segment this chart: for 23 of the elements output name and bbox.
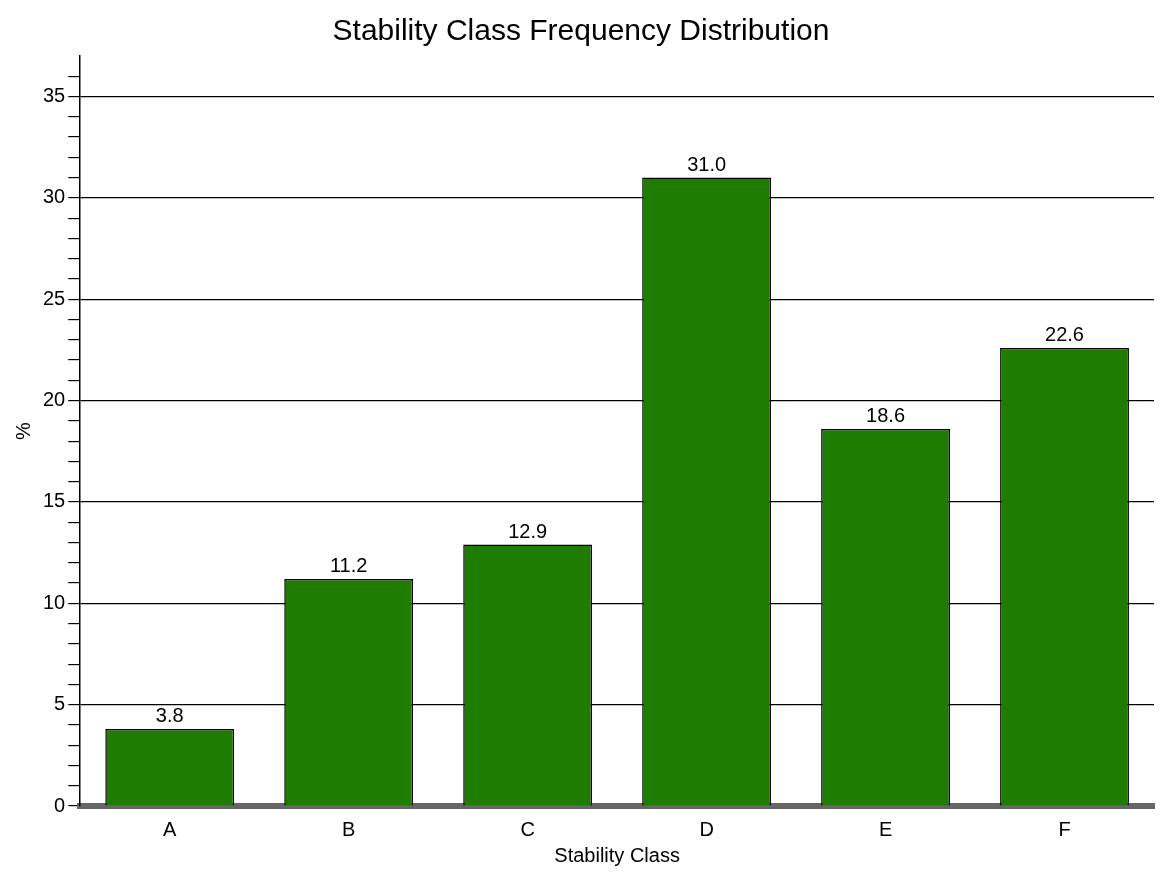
x-tick-label: F	[1058, 817, 1071, 840]
y-tick-label: 30	[43, 185, 66, 208]
data-label: 3.8	[155, 704, 184, 727]
data-label: 12.9	[508, 520, 548, 543]
x-tick-label: D	[699, 817, 714, 840]
x-tick-label: B	[342, 817, 356, 840]
data-label: 18.6	[866, 404, 906, 427]
y-tick-label: 25	[43, 286, 66, 309]
data-label: 31.0	[687, 153, 727, 176]
x-tick-label: C	[520, 817, 535, 840]
x-tick-label: A	[163, 817, 178, 840]
chart-title: Stability Class Frequency Distribution	[332, 13, 830, 47]
x-axis-title: Stability Class	[554, 843, 680, 866]
y-tick-label: 0	[54, 793, 66, 816]
y-tick-label: 10	[43, 590, 66, 613]
data-label: 22.6	[1045, 323, 1084, 346]
y-tick-label: 15	[43, 489, 66, 512]
y-tick-label: 20	[43, 388, 66, 411]
y-axis-title: %	[11, 421, 34, 440]
y-tick-label: 5	[54, 692, 66, 715]
y-tick-label: 35	[43, 84, 66, 107]
data-label: 11.2	[329, 554, 368, 577]
x-tick-label: E	[878, 817, 893, 840]
